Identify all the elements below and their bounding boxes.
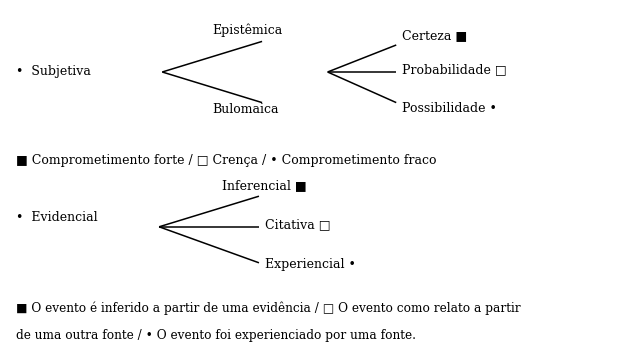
Text: ■ O evento é inferido a partir de uma evidência / □ O evento como relato a parti: ■ O evento é inferido a partir de uma ev…: [16, 301, 520, 315]
Text: Certeza ■: Certeza ■: [402, 30, 467, 42]
Text: de uma outra fonte / • O evento foi experienciado por uma fonte.: de uma outra fonte / • O evento foi expe…: [16, 329, 416, 342]
Text: Epistêmica: Epistêmica: [212, 24, 283, 37]
Text: •  Subjetiva: • Subjetiva: [16, 66, 90, 78]
Text: Bulomaica: Bulomaica: [212, 103, 279, 116]
Text: Possibilidade •: Possibilidade •: [402, 102, 497, 114]
Text: Experiencial •: Experiencial •: [265, 258, 356, 271]
Text: ■ Comprometimento forte / □ Crença / • Comprometimento fraco: ■ Comprometimento forte / □ Crença / • C…: [16, 154, 436, 167]
Text: Inferencial ■: Inferencial ■: [222, 179, 306, 192]
Text: •  Evidencial: • Evidencial: [16, 211, 97, 224]
Text: Citativa □: Citativa □: [265, 219, 331, 231]
Text: Probabilidade □: Probabilidade □: [402, 63, 507, 76]
